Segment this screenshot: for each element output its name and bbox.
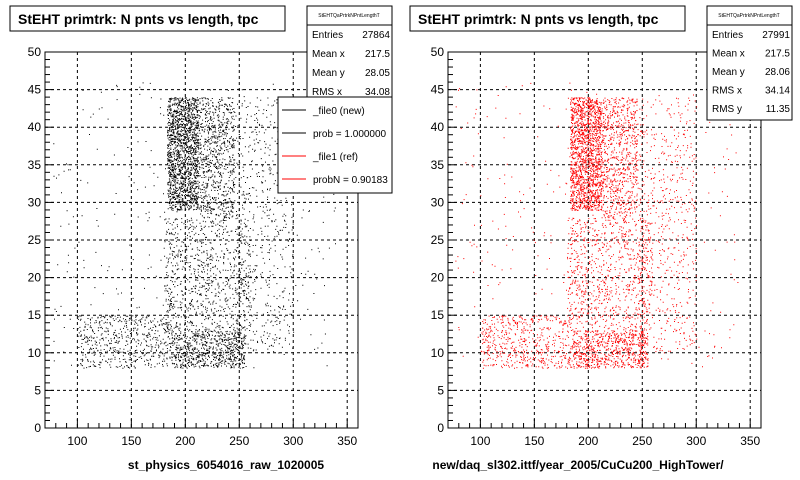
- y-tick-label: 50: [28, 45, 42, 59]
- y-tick-label: 10: [431, 346, 445, 360]
- left-plot-pad: 100 150 200 250 300 350 0 5 10 15 20 25 30 35 40 45 50 S…: [9, 5, 393, 472]
- y-tick-label: 30: [431, 195, 445, 209]
- scatter-point-cluster-0: [570, 97, 603, 211]
- title-box: StEHT primtrk: N pnts vs length, tpc: [9, 5, 286, 32]
- legend: _file0 (new) prob = 1.000000 _file1 (ref) p…: [277, 96, 393, 194]
- x-tick-label: 350: [740, 434, 760, 448]
- x-tick-label: 200: [578, 434, 598, 448]
- scatter-point-cluster-1: [601, 97, 638, 219]
- y-tick-label: 0: [437, 421, 444, 435]
- x-tick-label: 350: [337, 434, 357, 448]
- scatter-point-cluster-0: [167, 97, 200, 211]
- x-axis-label: new/daq_sl302.ittf/year_2005/CuCu200_Hig…: [432, 458, 724, 472]
- axes: 100 150 200 250 300 350 0 5 10 15 20 25 30 35 40 45 50: [28, 45, 358, 448]
- scatter-point-cluster-2: [572, 330, 649, 369]
- stats-label: Entries: [712, 30, 743, 41]
- title-box: StEHT primtrk: N pnts vs length, tpc: [409, 5, 686, 32]
- stats-value: 27991: [762, 30, 790, 41]
- stats-box: StEHTQaPrtrkNPntLengthT Entries 27991 Mean…: [706, 5, 793, 121]
- y-tick-label: 10: [28, 346, 42, 360]
- stats-name: StEHTQaPrtrkNPntLengthT: [318, 13, 379, 19]
- stats-label: Mean x: [312, 49, 345, 60]
- y-tick-label: 25: [28, 233, 42, 247]
- y-tick-label: 40: [431, 120, 445, 134]
- x-tick-label: 100: [67, 434, 87, 448]
- stats-label: Mean y: [712, 67, 745, 78]
- legend-label: prob = 1.000000: [313, 129, 387, 140]
- stats-value: 34.14: [765, 86, 790, 97]
- stats-value: 217.5: [365, 49, 390, 60]
- plot-title: StEHT primtrk: N pnts vs length, tpc: [18, 11, 259, 27]
- scatter-point-cluster-3: [567, 217, 654, 332]
- x-tick-label: 150: [121, 434, 141, 448]
- plot-title: StEHT primtrk: N pnts vs length, tpc: [418, 11, 659, 27]
- axes: 100 150 200 250 300 350 0 5 10 15 20 25 30 35 40 45 50: [431, 45, 761, 448]
- stats-value: 27864: [362, 30, 390, 41]
- x-tick-label: 250: [632, 434, 652, 448]
- stats-label: Mean x: [712, 49, 745, 60]
- y-tick-label: 25: [431, 233, 445, 247]
- scatter-points: [455, 82, 739, 369]
- stats-value: 28.05: [365, 68, 390, 79]
- stats-label: Mean y: [312, 68, 345, 79]
- stats-name: StEHTQaPrtrkNPntLengthT: [718, 13, 779, 19]
- x-tick-label: 300: [283, 434, 303, 448]
- scatter-point-cluster-5: [637, 97, 698, 354]
- x-tick-label: 300: [686, 434, 706, 448]
- grid-lines: [45, 52, 358, 428]
- scatter-point-cluster-4: [480, 315, 574, 369]
- y-tick-label: 20: [431, 271, 445, 285]
- y-tick-label: 35: [431, 158, 445, 172]
- y-tick-label: 20: [28, 271, 42, 285]
- x-axis-label: st_physics_6054016_raw_1020005: [128, 458, 324, 472]
- stats-label: Entries: [312, 30, 343, 41]
- y-tick-label: 5: [34, 383, 41, 397]
- x-tick-label: 100: [470, 434, 490, 448]
- stats-label: RMS x: [712, 86, 742, 97]
- right-plot-pad: 100 150 200 250 300 350 0 5 10 15 20 25 30 35 40 45 50 S…: [409, 5, 793, 472]
- legend-label: _file1 (ref): [312, 152, 358, 163]
- y-tick-label: 40: [28, 120, 42, 134]
- stats-value: 34.08: [365, 87, 390, 98]
- y-tick-label: 0: [34, 421, 41, 435]
- x-tick-label: 250: [229, 434, 249, 448]
- y-tick-label: 35: [28, 158, 42, 172]
- legend-label: probN = 0.90183: [313, 175, 388, 186]
- y-tick-label: 30: [28, 195, 42, 209]
- y-tick-label: 50: [431, 45, 445, 59]
- y-tick-label: 45: [431, 83, 445, 97]
- y-tick-label: 5: [437, 383, 444, 397]
- scatter-point-cluster-4: [77, 315, 170, 369]
- y-tick-label: 45: [28, 83, 42, 97]
- legend-label: _file0 (new): [312, 106, 365, 117]
- stats-label: RMS x: [312, 87, 342, 98]
- stats-value: 217.5: [765, 49, 790, 60]
- y-tick-label: 15: [431, 308, 445, 322]
- scatter-point-cluster-2: [169, 330, 246, 369]
- y-tick-label: 15: [28, 308, 42, 322]
- scatter-point-cluster-1: [198, 97, 235, 219]
- stats-value: 28.06: [765, 67, 790, 78]
- stats-value: 11.35: [766, 104, 791, 115]
- x-tick-label: 200: [175, 434, 195, 448]
- stats-label: RMS y: [712, 104, 742, 115]
- x-tick-label: 150: [524, 434, 544, 448]
- scatter-point-cluster-3: [163, 217, 251, 331]
- scatter-points: [53, 82, 337, 369]
